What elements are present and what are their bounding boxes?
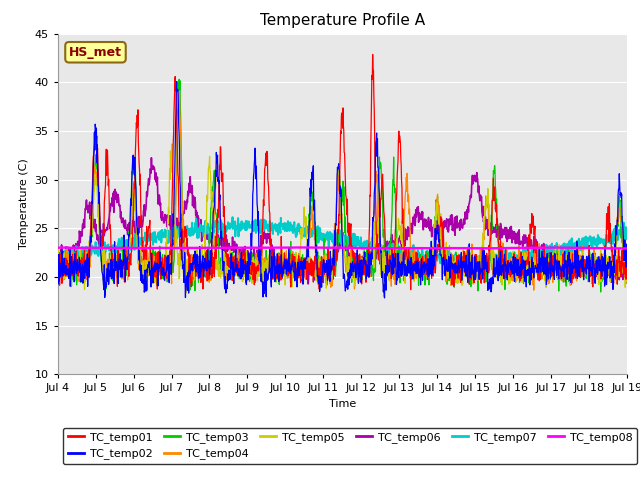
TC_temp01 bbox=[369, 51, 376, 57]
TC_temp06 bbox=[167, 230, 175, 236]
TC_temp08 bbox=[623, 245, 631, 251]
TC_temp03 bbox=[623, 252, 631, 257]
TC_temp07 bbox=[506, 259, 514, 265]
TC_temp04 bbox=[54, 264, 61, 270]
Line: TC_temp01: TC_temp01 bbox=[58, 54, 627, 289]
TC_temp01 bbox=[166, 244, 174, 250]
TC_temp08 bbox=[431, 245, 439, 251]
TC_temp05 bbox=[182, 290, 189, 296]
TC_temp08 bbox=[296, 245, 304, 251]
TC_temp05 bbox=[166, 148, 174, 154]
TC_temp04 bbox=[185, 288, 193, 294]
TC_temp07 bbox=[180, 226, 188, 231]
TC_temp01 bbox=[506, 266, 514, 272]
Line: TC_temp08: TC_temp08 bbox=[58, 248, 627, 249]
TC_temp03 bbox=[431, 214, 439, 219]
TC_temp01 bbox=[244, 273, 252, 279]
TC_temp06 bbox=[556, 260, 564, 266]
TC_temp07 bbox=[244, 224, 252, 229]
TC_temp05 bbox=[245, 258, 253, 264]
Line: TC_temp05: TC_temp05 bbox=[58, 144, 627, 293]
TC_temp04 bbox=[506, 276, 514, 281]
TC_temp06 bbox=[148, 155, 156, 161]
TC_temp05 bbox=[506, 280, 514, 286]
TC_temp05 bbox=[432, 216, 440, 221]
TC_temp01 bbox=[623, 257, 631, 263]
TC_temp07 bbox=[166, 231, 174, 237]
TC_temp06 bbox=[181, 198, 189, 204]
TC_temp02 bbox=[432, 253, 440, 259]
X-axis label: Time: Time bbox=[329, 399, 356, 409]
TC_temp06 bbox=[305, 281, 312, 287]
TC_temp08 bbox=[54, 245, 61, 251]
TC_temp03 bbox=[54, 251, 61, 256]
TC_temp06 bbox=[432, 223, 440, 229]
TC_temp02 bbox=[556, 266, 564, 272]
TC_temp08 bbox=[620, 246, 627, 252]
TC_temp02 bbox=[181, 250, 189, 255]
TC_temp07 bbox=[623, 234, 631, 240]
TC_temp03 bbox=[506, 274, 513, 279]
TC_temp02 bbox=[623, 259, 631, 265]
Y-axis label: Temperature (C): Temperature (C) bbox=[19, 158, 29, 250]
TC_temp03 bbox=[175, 76, 183, 82]
TC_temp07 bbox=[490, 269, 498, 275]
TC_temp02 bbox=[173, 79, 180, 84]
TC_temp06 bbox=[506, 225, 514, 230]
Title: Temperature Profile A: Temperature Profile A bbox=[260, 13, 425, 28]
TC_temp03 bbox=[181, 253, 189, 259]
TC_temp02 bbox=[54, 268, 61, 274]
TC_temp04 bbox=[245, 264, 253, 270]
TC_temp06 bbox=[54, 258, 61, 264]
TC_temp07 bbox=[54, 248, 61, 254]
TC_temp04 bbox=[175, 88, 183, 94]
Line: TC_temp04: TC_temp04 bbox=[58, 91, 627, 291]
TC_temp07 bbox=[431, 255, 439, 261]
TC_temp02 bbox=[166, 264, 174, 269]
TC_temp04 bbox=[181, 240, 189, 245]
TC_temp01 bbox=[180, 228, 188, 234]
TC_temp02 bbox=[244, 271, 252, 276]
TC_temp01 bbox=[407, 287, 415, 292]
Line: TC_temp07: TC_temp07 bbox=[58, 217, 627, 272]
TC_temp04 bbox=[432, 213, 440, 219]
TC_temp02 bbox=[506, 261, 514, 266]
TC_temp05 bbox=[54, 261, 61, 267]
TC_temp03 bbox=[556, 268, 564, 274]
TC_temp05 bbox=[556, 263, 564, 269]
TC_temp05 bbox=[168, 141, 176, 147]
TC_temp03 bbox=[244, 260, 252, 266]
TC_temp03 bbox=[166, 246, 174, 252]
Line: TC_temp03: TC_temp03 bbox=[58, 79, 627, 292]
TC_temp01 bbox=[556, 274, 564, 279]
TC_temp04 bbox=[556, 269, 564, 275]
TC_temp08 bbox=[180, 245, 188, 251]
TC_temp08 bbox=[244, 245, 252, 251]
Text: HS_met: HS_met bbox=[69, 46, 122, 59]
TC_temp07 bbox=[556, 253, 564, 259]
Line: TC_temp06: TC_temp06 bbox=[58, 158, 627, 284]
TC_temp03 bbox=[597, 289, 605, 295]
TC_temp04 bbox=[166, 265, 174, 271]
TC_temp06 bbox=[623, 268, 631, 274]
TC_temp05 bbox=[623, 270, 631, 276]
TC_temp06 bbox=[244, 252, 252, 258]
TC_temp08 bbox=[556, 245, 564, 251]
TC_temp08 bbox=[166, 245, 174, 251]
TC_temp05 bbox=[181, 267, 189, 273]
Line: TC_temp02: TC_temp02 bbox=[58, 82, 627, 298]
TC_temp04 bbox=[623, 266, 631, 272]
TC_temp07 bbox=[228, 214, 236, 220]
Legend: TC_temp01, TC_temp02, TC_temp03, TC_temp04, TC_temp05, TC_temp06, TC_temp07, TC_: TC_temp01, TC_temp02, TC_temp03, TC_temp… bbox=[63, 428, 637, 464]
TC_temp01 bbox=[54, 252, 61, 257]
TC_temp02 bbox=[381, 295, 388, 301]
TC_temp08 bbox=[506, 245, 513, 251]
TC_temp01 bbox=[432, 265, 440, 271]
